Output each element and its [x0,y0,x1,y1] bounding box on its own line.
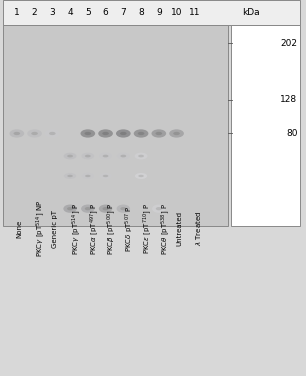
Ellipse shape [120,207,126,210]
Ellipse shape [67,155,73,158]
Text: kDa: kDa [242,8,260,17]
Ellipse shape [155,132,162,135]
Ellipse shape [151,129,166,138]
Ellipse shape [99,153,112,159]
Text: 8: 8 [138,8,144,17]
Ellipse shape [67,207,73,210]
Text: 4: 4 [67,8,73,17]
Ellipse shape [49,132,56,135]
Text: 9: 9 [156,8,162,17]
Text: PKC$\theta$ [pT$^{538}$] P: PKC$\theta$ [pT$^{538}$] P [159,203,172,255]
Ellipse shape [103,175,108,177]
Text: Untreated: Untreated [177,211,183,246]
Ellipse shape [67,175,73,177]
Ellipse shape [138,175,144,177]
Ellipse shape [31,132,38,135]
Text: 5: 5 [85,8,91,17]
Ellipse shape [156,207,162,210]
Ellipse shape [103,207,109,210]
Ellipse shape [121,155,126,158]
Ellipse shape [9,129,24,138]
Text: PKC$\delta$ pT$^{507}$ P: PKC$\delta$ pT$^{507}$ P [123,205,136,252]
Ellipse shape [117,205,130,213]
Text: PKC$\alpha$ [pT$^{497}$] P: PKC$\alpha$ [pT$^{497}$] P [88,202,101,255]
Text: 11: 11 [188,8,200,17]
Ellipse shape [152,205,166,213]
Ellipse shape [63,205,77,213]
Text: 80: 80 [286,129,297,138]
Ellipse shape [64,173,76,179]
Bar [3,0,300,25]
Ellipse shape [81,205,95,213]
Text: 128: 128 [280,95,297,104]
Ellipse shape [85,155,91,158]
Ellipse shape [116,129,131,138]
Text: PKC$\gamma$ [pT$^{514}$] P: PKC$\gamma$ [pT$^{514}$] P [70,203,83,255]
Ellipse shape [80,129,95,138]
Ellipse shape [102,132,109,135]
Ellipse shape [81,153,94,159]
Text: 10: 10 [171,8,182,17]
Ellipse shape [138,155,144,158]
Ellipse shape [98,129,113,138]
Bar [231,25,300,226]
Text: 2: 2 [32,8,37,17]
Ellipse shape [135,173,147,179]
Ellipse shape [85,175,91,177]
Bar [3,25,228,226]
Ellipse shape [99,205,112,213]
Text: 202: 202 [280,39,297,48]
Text: PKC$\varepsilon$ [pT$^{710}$] P: PKC$\varepsilon$ [pT$^{710}$] P [141,203,154,255]
Ellipse shape [173,132,180,135]
Text: 1: 1 [14,8,20,17]
Ellipse shape [45,129,60,138]
Ellipse shape [99,173,112,179]
Ellipse shape [13,132,20,135]
Ellipse shape [117,153,130,159]
Text: None: None [17,220,23,238]
Text: 3: 3 [50,8,55,17]
Ellipse shape [84,132,91,135]
Ellipse shape [85,207,91,210]
Ellipse shape [135,153,147,159]
Ellipse shape [27,129,42,138]
Text: PKC$\gamma$ [pT$^{514}$] NP: PKC$\gamma$ [pT$^{514}$] NP [35,200,47,257]
Ellipse shape [138,132,144,135]
Ellipse shape [103,155,108,158]
Text: $\lambda$ Treated: $\lambda$ Treated [194,211,203,246]
Text: 6: 6 [103,8,108,17]
Ellipse shape [82,173,94,179]
Text: Generic pT: Generic pT [52,209,58,248]
Ellipse shape [169,129,184,138]
Ellipse shape [120,132,127,135]
Ellipse shape [64,153,76,159]
Text: PKC$\beta$ [pT$^{500}$] P: PKC$\beta$ [pT$^{500}$] P [106,202,118,255]
Text: 7: 7 [121,8,126,17]
Ellipse shape [134,129,148,138]
